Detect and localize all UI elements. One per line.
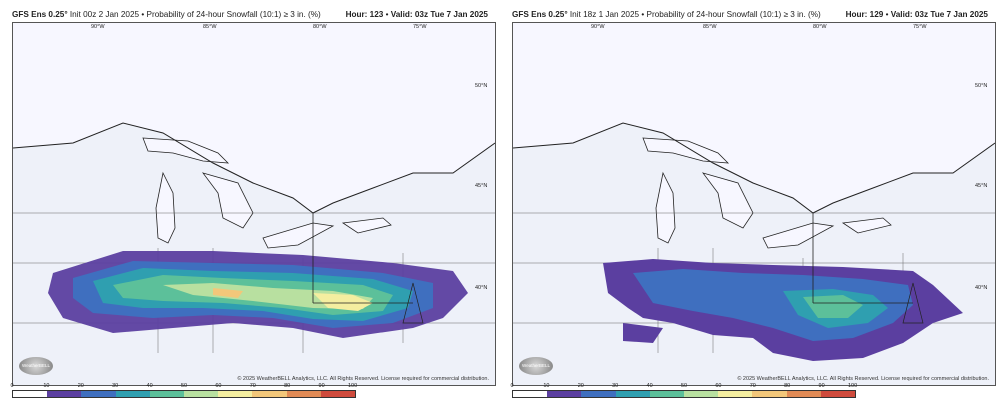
colorbar-tick: 80 [284,383,291,389]
colorbar-swatch [184,391,219,397]
colorbar-swatch [718,391,753,397]
weatherbell-logo: WeatherBELL [19,357,53,375]
colorbar-tick: 40 [646,383,653,389]
colorbar-tick: 100 [847,383,858,389]
colorbar-swatch [752,391,787,397]
colorbar-tick: 90 [318,383,325,389]
model-name: GFS Ens 0.25° [12,10,68,19]
colorbar-tick: 10 [543,383,550,389]
colorbar-tick: 80 [784,383,791,389]
colorbar-tick: 20 [577,383,584,389]
lat-label: 45°N [975,183,988,189]
lon-label: 80°W [813,24,827,30]
map-panel-left: GFS Ens 0.25° Init 00z 2 Jan 2025 • Prob… [6,0,496,410]
colorbar-swatch [513,391,548,397]
colorbar-tick: 10 [43,383,50,389]
colorbar-swatch [547,391,582,397]
init-time: Init 00z 2 Jan 2025 [69,10,140,19]
map-view: 90°W 85°W 80°W 75°W 50°N 45°N 40°N Weath… [512,22,996,386]
colorbar-swatch [115,391,150,397]
colorbar-swatch [286,391,321,397]
credit-text: © 2025 WeatherBELL Analytics, LLC. All R… [737,376,989,382]
lat-label: 50°N [975,83,988,89]
colorbar-tick: 40 [146,383,153,389]
lat-label: 40°N [975,285,988,291]
lon-label: 90°W [91,24,105,30]
colorbar-swatch [581,391,616,397]
colorbar-swatch [649,391,685,397]
colorbar-tick: 70 [249,383,256,389]
colorbar-tick: 60 [215,383,222,389]
model-name: GFS Ens 0.25° [512,10,568,19]
colorbar [12,390,356,398]
valid-time: Valid: 03z Tue 7 Jan 2025 [390,10,488,19]
colorbar-swatch [13,391,48,397]
map-panel-right: GFS Ens 0.25° Init 18z 1 Jan 2025 • Prob… [506,0,996,410]
colorbar-tick: 50 [180,383,188,389]
lon-label: 90°W [591,24,605,30]
colorbar-tick: 0 [510,383,514,389]
colorbar-tick: 30 [112,383,119,389]
colorbar-tick: 50 [680,383,688,389]
lat-label: 45°N [475,183,488,189]
colorbar-swatch [252,391,287,397]
colorbar-swatch [820,391,856,397]
panel-header: GFS Ens 0.25° Init 00z 2 Jan 2025 • Prob… [12,10,488,19]
lon-label: 85°W [203,24,217,30]
lon-label: 75°W [913,24,927,30]
weatherbell-logo: WeatherBELL [519,357,553,375]
valid-time: Valid: 03z Tue 7 Jan 2025 [890,10,988,19]
colorbar-swatch [218,391,253,397]
credit-text: © 2025 WeatherBELL Analytics, LLC. All R… [237,376,489,382]
colorbar-ticks: 0 10 20 30 40 50 60 70 80 90 100 [10,383,358,391]
colorbar-swatch [47,391,82,397]
colorbar-tick: 90 [818,383,825,389]
lat-label: 50°N [475,83,488,89]
forecast-hour: Hour: 123 [345,10,384,19]
colorbar-tick: 70 [749,383,756,389]
snowfall-probability-map [513,23,995,361]
lat-label: 40°N [475,285,488,291]
colorbar-ticks: 0 10 20 30 40 50 60 70 80 90 100 [510,383,858,391]
colorbar-tick: 0 [10,383,14,389]
colorbar-swatch [615,391,650,397]
map-view: 90°W 85°W 80°W 75°W 50°N 45°N 40°N Weath… [12,22,496,386]
colorbar-tick: 60 [715,383,722,389]
lon-label: 85°W [703,24,717,30]
lon-label: 75°W [413,24,427,30]
colorbar-tick: 100 [347,383,358,389]
colorbar-tick: 30 [612,383,619,389]
product-title: Probability of 24-hour Snowfall (10:1) ≥… [146,10,321,19]
snowfall-probability-map [13,23,495,353]
colorbar-swatch [786,391,821,397]
colorbar-tick: 20 [77,383,84,389]
init-time: Init 18z 1 Jan 2025 [569,10,640,19]
forecast-hour: Hour: 129 [845,10,884,19]
panel-header: GFS Ens 0.25° Init 18z 1 Jan 2025 • Prob… [512,10,988,19]
colorbar-swatch [320,391,356,397]
product-title: Probability of 24-hour Snowfall (10:1) ≥… [646,10,821,19]
colorbar-swatch [81,391,116,397]
colorbar-swatch [684,391,719,397]
lon-label: 80°W [313,24,327,30]
colorbar [512,390,856,398]
colorbar-swatch [149,391,185,397]
